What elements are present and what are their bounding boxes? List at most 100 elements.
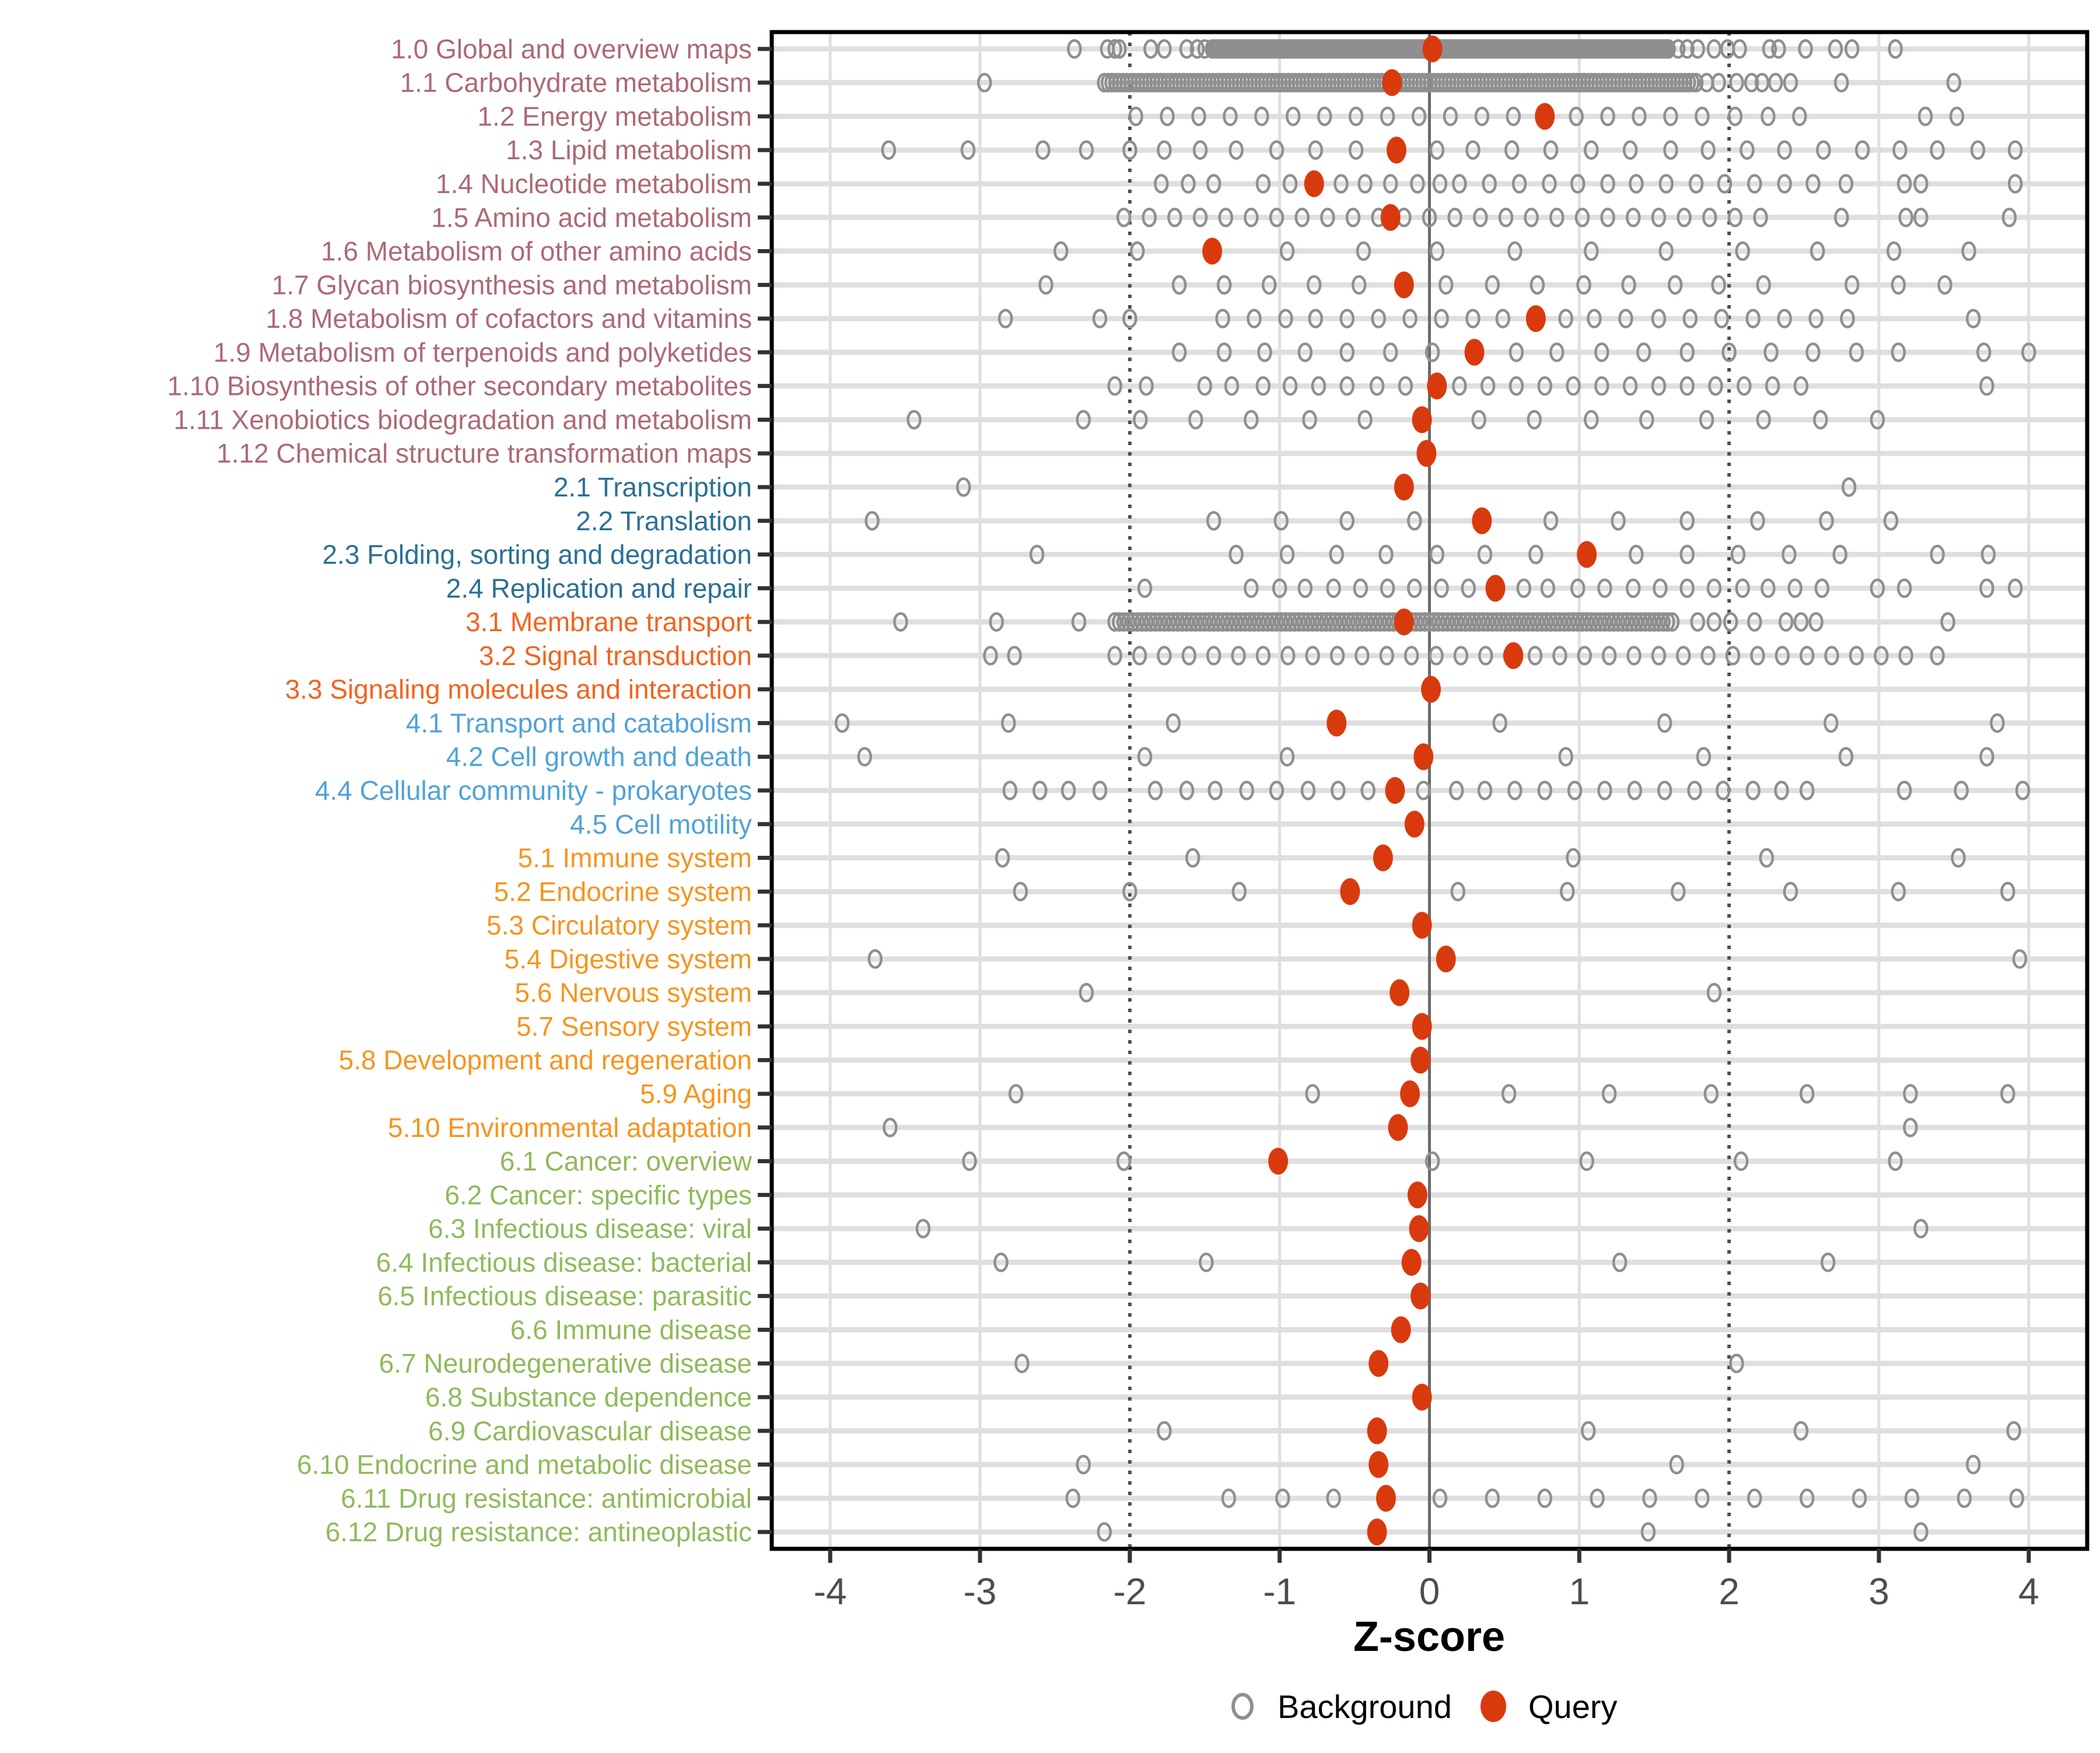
background-point	[1244, 208, 1259, 228]
background-point	[1067, 39, 1082, 59]
background-point	[1913, 174, 1929, 194]
background-point	[2007, 578, 2023, 599]
background-point	[1651, 208, 1667, 228]
background-point	[1954, 781, 1969, 800]
background-point	[1930, 544, 1945, 565]
background-point	[1888, 39, 1903, 59]
background-point	[1706, 982, 1722, 1003]
background-point	[1244, 578, 1259, 599]
background-point	[1191, 106, 1206, 127]
background-point	[1181, 174, 1196, 194]
background-point	[1940, 612, 1955, 632]
background-point	[1461, 578, 1476, 599]
background-point	[1669, 1454, 1685, 1475]
background-point	[1228, 544, 1244, 565]
background-point	[1329, 646, 1345, 666]
background-point	[1239, 781, 1254, 800]
background-point	[1357, 174, 1373, 194]
background-point	[1320, 208, 1335, 228]
background-point	[1580, 1421, 1596, 1441]
query-point	[1380, 204, 1401, 231]
background-point	[1798, 39, 1813, 59]
background-point	[1782, 544, 1797, 565]
background-point	[1682, 309, 1698, 328]
background-point	[1590, 1488, 1605, 1509]
background-point	[1558, 747, 1573, 767]
x-axis-tick-label: 4	[2018, 1570, 2039, 1612]
background-point	[1676, 208, 1692, 228]
background-point	[1576, 275, 1591, 295]
background-point	[1577, 646, 1592, 666]
background-point	[1679, 544, 1695, 565]
background-point	[1702, 208, 1717, 228]
background-point	[1206, 511, 1222, 531]
background-point	[1552, 646, 1567, 666]
background-point	[1961, 241, 1976, 261]
background-point	[883, 1118, 898, 1138]
background-point	[1308, 309, 1324, 328]
legend-query-icon	[1480, 1691, 1506, 1722]
background-point	[1157, 140, 1172, 160]
background-point	[2007, 140, 2023, 160]
y-axis-label: 6.8 Substance dependence	[425, 1382, 752, 1412]
background-point	[1584, 410, 1599, 430]
background-point	[1980, 544, 1996, 565]
background-point	[1679, 39, 1695, 59]
background-point	[1280, 646, 1296, 666]
background-point	[1480, 376, 1496, 396]
background-point	[1065, 1488, 1080, 1509]
y-axis-label: 6.2 Cancer: specific types	[444, 1180, 752, 1210]
background-point	[1632, 106, 1647, 127]
background-point	[1762, 39, 1777, 59]
background-point	[1302, 410, 1317, 430]
background-point	[1498, 208, 1514, 228]
background-point	[1197, 39, 1212, 59]
background-point	[1966, 1454, 1981, 1475]
background-point	[1917, 106, 1933, 127]
background-point	[1416, 781, 1431, 800]
x-axis-tick-label: 3	[1868, 1570, 1889, 1612]
background-point	[1160, 106, 1175, 127]
background-point	[1744, 72, 1759, 93]
background-point	[1560, 881, 1575, 902]
background-point	[1834, 208, 1849, 228]
background-point	[1660, 612, 1675, 632]
background-point	[1828, 39, 1843, 59]
query-point	[1268, 1147, 1289, 1175]
background-point	[1244, 410, 1259, 430]
background-point	[1727, 106, 1743, 127]
background-point	[1898, 646, 1913, 666]
background-point	[1465, 140, 1480, 160]
background-point	[1793, 1421, 1809, 1441]
background-point	[1753, 208, 1768, 228]
background-point	[1714, 309, 1730, 328]
y-axis-label: 6.3 Infectious disease: viral	[428, 1213, 752, 1244]
y-axis-label: 6.12 Drug resistance: antineoplastic	[326, 1517, 752, 1547]
background-point	[1679, 342, 1695, 362]
background-point	[1331, 781, 1346, 800]
background-point	[1626, 208, 1641, 228]
query-point	[1413, 743, 1434, 771]
background-point	[1567, 781, 1583, 800]
background-point	[1658, 241, 1674, 261]
background-point	[1255, 376, 1271, 396]
background-point	[1745, 781, 1761, 800]
background-point	[1695, 1488, 1710, 1509]
background-point	[1957, 1488, 1972, 1509]
background-point	[1883, 511, 1899, 531]
background-point	[1537, 781, 1553, 800]
query-point	[1368, 1451, 1389, 1478]
background-point	[1432, 1488, 1448, 1509]
background-point	[1711, 72, 1726, 93]
query-point	[1410, 1047, 1431, 1074]
background-point	[1013, 881, 1028, 902]
background-point	[1339, 342, 1354, 362]
background-point	[1787, 578, 1803, 599]
background-point	[1402, 309, 1418, 328]
background-point	[1122, 309, 1138, 328]
query-point	[1416, 440, 1437, 467]
background-point	[1735, 578, 1751, 599]
background-point	[1777, 309, 1792, 328]
y-axis-label: 5.1 Immune system	[518, 843, 752, 873]
background-point	[1622, 376, 1638, 396]
